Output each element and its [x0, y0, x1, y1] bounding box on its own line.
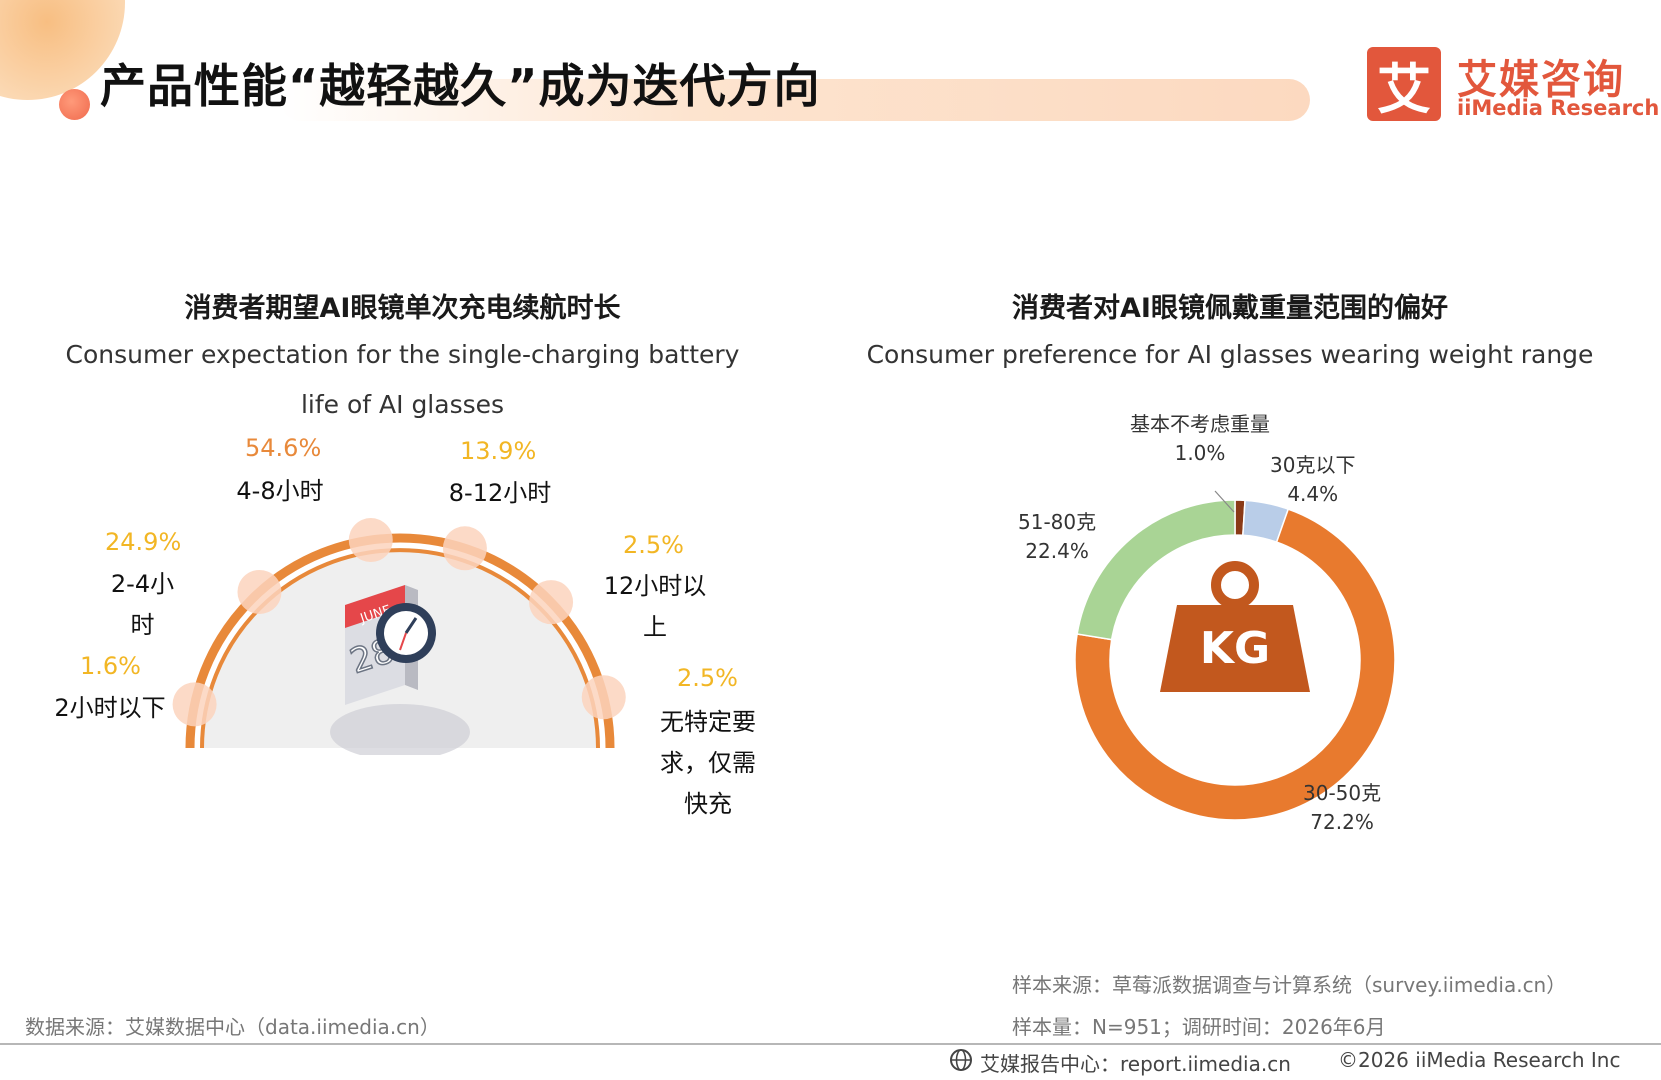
category-label-over-12h-line2: 上 — [643, 613, 667, 641]
left-chart-subtitle-line1: Consumer expectation for the single-char… — [65, 340, 740, 369]
arc-bubble — [237, 569, 282, 614]
arc-bubbles — [172, 518, 626, 727]
donut-label-51-80g-value: 22.4% — [1025, 539, 1089, 563]
category-label-8-12h: 8-12小时 — [448, 479, 552, 507]
donut-label-30-50g: 30-50克 72.2% — [1303, 779, 1381, 837]
arc-bubble — [581, 675, 626, 720]
weight-preference-donut: KG — [1074, 499, 1396, 821]
sample-size: 样本量：N=951；调研时间：2026年6月 — [1012, 1015, 1386, 1039]
donut-label-no-weight: 基本不考虑重量 1.0% — [1130, 410, 1270, 468]
arc-bubble — [442, 526, 487, 571]
calendar-clock-icon: JUNE 28 — [345, 585, 436, 705]
right-chart-title: 消费者对AI眼镜佩戴重量范围的偏好 — [1012, 293, 1448, 324]
value-label-8-12h: 13.9% — [460, 437, 537, 465]
category-label-2-4h: 2-4小 时 — [95, 564, 190, 646]
logo-cn-text: 艾媒咨询 — [1457, 57, 1625, 103]
donut-slice-51-80g — [1076, 499, 1236, 641]
data-source: 数据来源：艾媒数据中心（data.iimedia.cn） — [25, 1015, 440, 1039]
sample-source: 样本来源：草莓派数据调查与计算系统（survey.iimedia.cn） — [1012, 973, 1567, 997]
value-label-fast-charge: 2.5% — [677, 664, 738, 692]
logo-en-text: iiMedia Research — [1457, 96, 1660, 120]
donut-label-51-80g: 51-80克 22.4% — [1018, 508, 1096, 566]
kg-label: KG — [1200, 623, 1270, 674]
category-label-under-2h: 2小时以下 — [54, 694, 166, 722]
donut-label-51-80g-name: 51-80克 — [1018, 510, 1097, 534]
donut-leader-line — [1214, 490, 1235, 513]
left-chart-subtitle: Consumer expectation for the single-char… — [40, 330, 765, 430]
calendar-shadow — [330, 704, 470, 755]
category-label-over-12h: 12小时以 上 — [595, 566, 715, 648]
donut-label-under-30g-value: 4.4% — [1287, 482, 1339, 506]
category-label-4-8h: 4-8小时 — [236, 477, 324, 505]
globe-icon — [950, 1049, 972, 1071]
donut-label-no-weight-name: 基本不考虑重量 — [1130, 412, 1270, 436]
donut-label-under-30g-name: 30克以下 — [1270, 453, 1356, 477]
title-highlight-bar — [280, 79, 1310, 121]
donut-slice-30-50g — [1074, 508, 1396, 821]
battery-life-chart: JUNE 28 — [172, 518, 626, 755]
value-label-over-12h: 2.5% — [623, 531, 684, 559]
left-chart-title: 消费者期望AI眼镜单次充电续航时长 — [184, 293, 621, 324]
page-title: 产品性能“越轻越久”成为迭代方向 — [100, 59, 821, 113]
arc-bubble — [529, 580, 574, 625]
arc-bubble — [172, 682, 217, 727]
donut-label-30-50g-value: 72.2% — [1310, 810, 1374, 834]
category-label-fast-charge-line3: 快充 — [684, 790, 732, 818]
copyright: ©2026 iiMedia Research Inc — [1338, 1048, 1621, 1072]
logo-icon: 艾 — [1367, 47, 1441, 121]
kg-weight-icon: KG — [1160, 561, 1310, 692]
report-center-link[interactable]: 艾媒报告中心：report.iimedia.cn — [980, 1052, 1291, 1076]
left-chart-subtitle-line2: life of AI glasses — [300, 390, 505, 419]
category-label-fast-charge-line2: 求，仅需 — [660, 749, 756, 777]
right-chart-subtitle: Consumer preference for AI glasses weari… — [866, 340, 1594, 369]
category-label-fast-charge: 无特定要 求，仅需 快充 — [648, 702, 768, 825]
category-label-2-4h-line1: 2-4小 — [110, 570, 175, 598]
value-label-2-4h: 24.9% — [105, 528, 182, 556]
donut-label-30-50g-name: 30-50克 — [1303, 781, 1382, 805]
category-label-over-12h-line1: 12小时以 — [603, 572, 707, 600]
value-label-4-8h: 54.6% — [245, 434, 322, 462]
semicircle-inner-arc — [200, 548, 600, 749]
value-label-under-2h: 1.6% — [80, 652, 141, 680]
category-label-2-4h-line2: 时 — [130, 611, 155, 639]
arc-bubble — [348, 518, 393, 563]
header-decor-dot — [59, 89, 90, 120]
footer-divider — [0, 1043, 1661, 1045]
donut-label-under-30g: 30克以下 4.4% — [1270, 451, 1355, 509]
category-label-fast-charge-line1: 无特定要 — [660, 708, 756, 736]
semicircle-outer-arc — [185, 533, 615, 749]
donut-label-no-weight-value: 1.0% — [1174, 441, 1226, 465]
donut-slices — [1074, 499, 1396, 821]
